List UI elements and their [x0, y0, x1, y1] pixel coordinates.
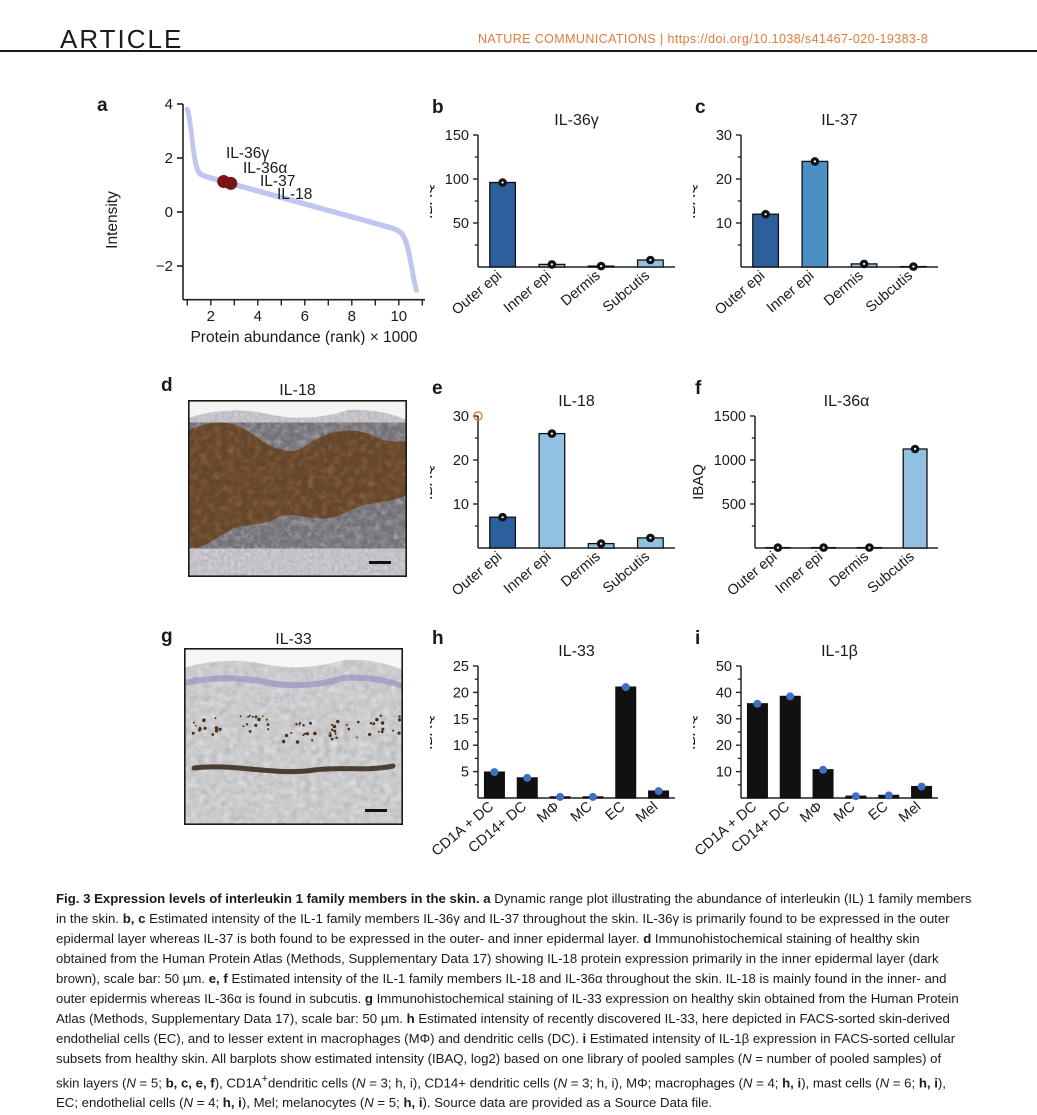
svg-text:20: 20 — [453, 685, 469, 701]
svg-text:b: b — [432, 97, 444, 118]
svg-text:Protein abundance (rank) × 100: Protein abundance (rank) × 1000 — [190, 329, 417, 345]
svg-text:1000: 1000 — [714, 453, 746, 469]
svg-text:Subcutis: Subcutis — [600, 549, 653, 597]
svg-text:MΦ: MΦ — [797, 799, 825, 826]
svg-text:EC: EC — [603, 799, 629, 824]
svg-text:Inner epi: Inner epi — [501, 549, 555, 598]
svg-text:25: 25 — [453, 659, 469, 675]
svg-text:20: 20 — [716, 738, 732, 754]
svg-text:e: e — [432, 378, 443, 399]
svg-text:Outer epi: Outer epi — [712, 268, 768, 319]
svg-text:EC: EC — [866, 799, 892, 824]
svg-text:−2: −2 — [156, 258, 173, 275]
svg-text:MC: MC — [831, 799, 859, 826]
svg-text:i: i — [695, 628, 700, 649]
svg-text:Outer epi: Outer epi — [449, 549, 505, 600]
svg-text:0: 0 — [165, 204, 173, 221]
svg-text:2: 2 — [165, 150, 173, 167]
svg-text:Subcutis: Subcutis — [600, 268, 653, 316]
svg-text:50: 50 — [716, 659, 732, 675]
svg-text:Subcutis: Subcutis — [863, 268, 916, 316]
svg-text:Inner epi: Inner epi — [764, 268, 818, 317]
svg-text:2: 2 — [207, 308, 215, 325]
svg-text:4: 4 — [254, 308, 262, 325]
svg-text:20: 20 — [716, 172, 732, 188]
svg-text:IL-18: IL-18 — [558, 393, 595, 410]
svg-text:8: 8 — [348, 308, 356, 325]
svg-text:IL-18: IL-18 — [277, 186, 312, 203]
svg-text:h: h — [432, 628, 444, 649]
svg-text:30: 30 — [716, 712, 732, 728]
svg-text:c: c — [695, 97, 706, 118]
svg-text:10: 10 — [453, 497, 469, 513]
svg-text:100: 100 — [445, 172, 469, 188]
svg-text:IL-33: IL-33 — [558, 643, 595, 660]
svg-text:Dermis: Dermis — [558, 268, 603, 310]
svg-text:Dermis: Dermis — [558, 549, 603, 591]
svg-text:10: 10 — [390, 308, 407, 325]
svg-text:IL-36α: IL-36α — [824, 393, 870, 410]
svg-text:500: 500 — [722, 497, 746, 513]
svg-text:15: 15 — [453, 712, 469, 728]
svg-text:IBAQ: IBAQ — [693, 714, 699, 750]
svg-text:IL-36γ: IL-36γ — [554, 112, 598, 129]
svg-text:IBAQ: IBAQ — [430, 183, 436, 219]
svg-text:1500: 1500 — [714, 409, 746, 425]
svg-text:IBAQ: IBAQ — [430, 464, 436, 500]
svg-text:MΦ: MΦ — [534, 799, 562, 826]
svg-text:Outer epi: Outer epi — [724, 549, 780, 600]
svg-text:30: 30 — [453, 409, 469, 425]
svg-text:IBAQ: IBAQ — [693, 183, 699, 219]
svg-text:f: f — [695, 378, 702, 399]
svg-text:50: 50 — [453, 216, 469, 232]
svg-text:150: 150 — [445, 128, 469, 144]
svg-text:Subcutis: Subcutis — [865, 549, 918, 597]
svg-text:Inner epi: Inner epi — [501, 268, 555, 317]
svg-text:5: 5 — [461, 765, 469, 781]
svg-text:Inner epi: Inner epi — [773, 549, 827, 598]
svg-text:10: 10 — [716, 765, 732, 781]
svg-text:30: 30 — [716, 128, 732, 144]
svg-text:6: 6 — [301, 308, 309, 325]
svg-text:IBAQ: IBAQ — [693, 464, 707, 500]
svg-text:Mel: Mel — [633, 799, 661, 826]
svg-text:10: 10 — [716, 216, 732, 232]
svg-text:Mel: Mel — [896, 799, 924, 826]
svg-text:40: 40 — [716, 685, 732, 701]
svg-text:4: 4 — [165, 96, 173, 113]
svg-text:IBAQ: IBAQ — [430, 714, 436, 750]
svg-text:IL-1β: IL-1β — [821, 643, 858, 660]
svg-text:20: 20 — [453, 453, 469, 469]
svg-text:Dermis: Dermis — [821, 268, 866, 310]
svg-text:Outer epi: Outer epi — [449, 268, 505, 319]
svg-text:IL-37: IL-37 — [821, 112, 858, 129]
svg-text:MC: MC — [568, 799, 596, 826]
svg-text:10: 10 — [453, 738, 469, 754]
svg-text:Intensity: Intensity — [104, 191, 121, 249]
